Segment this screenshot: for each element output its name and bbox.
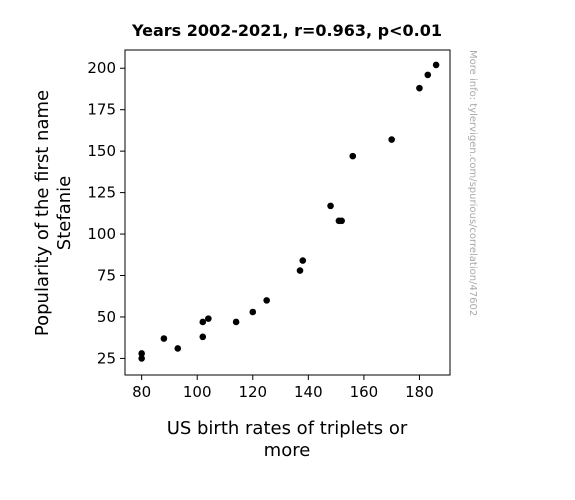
data-point (416, 84, 423, 92)
y-tick-label: 25 (97, 349, 116, 367)
data-points (138, 61, 440, 362)
x-tick-label: 180 (405, 383, 434, 401)
x-tick-label: 120 (238, 383, 267, 401)
data-point (263, 297, 270, 304)
x-tick-label: 100 (183, 383, 212, 401)
data-point (338, 217, 345, 225)
x-axis: 80 100 120 140 160 180 (132, 375, 434, 401)
x-axis-label-line-2: more (264, 440, 311, 461)
data-point (299, 257, 307, 264)
y-tick-label: 125 (87, 184, 116, 202)
chart-title: Years 2002-2021, r=0.963, p<0.01 (131, 21, 442, 40)
data-point (327, 202, 334, 210)
y-tick-label: 75 (97, 267, 116, 285)
x-tick-label: 160 (350, 383, 379, 401)
data-point (174, 345, 182, 352)
data-point (232, 318, 240, 326)
data-point (388, 136, 395, 143)
y-axis-label-line-1: Popularity of the first name (32, 90, 53, 336)
data-point (432, 61, 440, 69)
data-point (249, 308, 257, 316)
x-axis-label-line-1: US birth rates of triplets or (167, 418, 408, 439)
source-watermark: More info: tylervigen.com/spurious/corre… (467, 50, 478, 316)
y-tick-label: 50 (97, 308, 116, 326)
plot-area: 80 100 120 140 160 180 25 50 75 100 125 150 175 200 (87, 49, 451, 401)
data-point (138, 350, 145, 357)
x-tick-label: 140 (294, 383, 323, 401)
plot-frame (124, 49, 451, 376)
data-point (296, 267, 304, 274)
y-axis-label-line-2: Stefanie (54, 176, 75, 250)
data-point (205, 315, 212, 322)
y-tick-label: 100 (87, 225, 116, 243)
y-tick-label: 200 (87, 59, 116, 77)
y-tick-label: 150 (87, 142, 116, 160)
x-tick-label: 80 (132, 383, 151, 401)
data-point (199, 333, 207, 341)
data-point (424, 71, 432, 79)
y-tick-label: 175 (87, 101, 116, 119)
data-point (160, 335, 168, 342)
y-axis: 25 50 75 100 125 150 175 200 (87, 59, 125, 367)
data-point (349, 152, 357, 160)
data-point (138, 355, 145, 362)
data-point (199, 318, 207, 326)
